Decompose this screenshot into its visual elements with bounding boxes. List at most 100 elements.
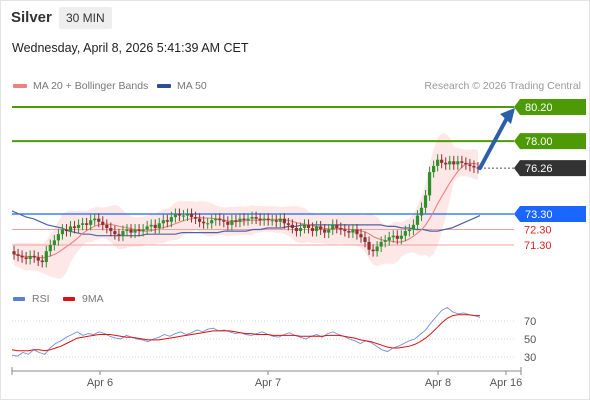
candle xyxy=(391,230,395,243)
x-tick-label: Apr 16 xyxy=(490,377,522,389)
candle xyxy=(415,210,420,231)
symbol-title: Silver xyxy=(11,9,52,26)
candle xyxy=(343,224,347,237)
candle xyxy=(193,211,198,225)
candle xyxy=(262,213,266,226)
candle xyxy=(72,220,77,234)
candle xyxy=(270,214,274,226)
candle xyxy=(198,213,202,228)
candle xyxy=(222,214,226,228)
candle xyxy=(472,160,476,173)
x-tick-label: Apr 7 xyxy=(255,377,281,389)
svg-text:73.30: 73.30 xyxy=(525,209,553,221)
x-tick-label: Apr 8 xyxy=(425,377,451,389)
candle xyxy=(149,219,153,232)
legend-swatch-ma50 xyxy=(157,84,171,89)
candle xyxy=(125,224,129,237)
candle xyxy=(282,213,286,229)
candle xyxy=(306,219,311,234)
ma50-line xyxy=(11,210,481,237)
legend-label-bollinger: MA 20 + Bollinger Bands xyxy=(33,80,149,92)
candle xyxy=(407,224,411,237)
candle xyxy=(68,220,73,237)
candle xyxy=(464,157,468,170)
datetime-label: Wednesday, April 8, 2026 5:41:39 AM CET xyxy=(12,41,249,55)
rsi-tick-30: 30 xyxy=(524,352,536,364)
candle xyxy=(44,245,48,268)
bollinger-fill xyxy=(14,133,478,279)
candle xyxy=(121,225,125,242)
candle xyxy=(20,250,24,263)
candle xyxy=(387,231,391,246)
candle xyxy=(367,236,371,256)
candle xyxy=(101,216,105,231)
candle xyxy=(206,217,210,229)
candle xyxy=(177,208,182,221)
timeframe-selector[interactable]: 30 MIN xyxy=(59,7,112,29)
moving-averages xyxy=(11,162,481,259)
x-axis: Apr 6 Apr 7 Apr 8 Apr 16 xyxy=(11,367,522,389)
candle xyxy=(379,236,383,252)
candle xyxy=(97,213,101,228)
candle xyxy=(218,213,222,226)
candle xyxy=(456,155,460,170)
candle xyxy=(137,224,141,237)
forecast-arrow xyxy=(478,108,515,171)
candle xyxy=(133,224,137,239)
candle xyxy=(319,220,323,235)
candle xyxy=(302,219,307,234)
candle xyxy=(383,234,387,248)
candle xyxy=(48,239,52,257)
copyright-label: Research © 2026 Trading Central xyxy=(424,80,581,92)
candle xyxy=(339,222,343,235)
candle xyxy=(238,213,242,228)
candle xyxy=(452,155,456,170)
candle xyxy=(363,231,367,248)
candle xyxy=(113,225,117,240)
candle xyxy=(246,213,250,226)
candle xyxy=(399,230,403,245)
candle xyxy=(226,216,230,231)
candle xyxy=(145,220,149,235)
candle xyxy=(16,248,20,262)
candle xyxy=(202,216,206,229)
candle xyxy=(290,219,294,234)
candle xyxy=(242,213,246,226)
svg-text:80.20: 80.20 xyxy=(525,102,553,114)
candle xyxy=(315,220,319,237)
candle xyxy=(351,224,355,239)
candle xyxy=(181,210,186,221)
candle xyxy=(36,251,40,266)
candle xyxy=(278,213,282,228)
candle xyxy=(375,241,379,257)
level-tags: 80.20 78.00 76.26 73.30 72.30 71.30 xyxy=(514,99,586,252)
candles xyxy=(12,154,480,268)
candle xyxy=(444,157,448,170)
candle xyxy=(85,217,89,231)
candle xyxy=(234,214,238,228)
candle xyxy=(189,208,194,223)
candle xyxy=(347,225,351,239)
candle xyxy=(185,208,190,221)
legend-label-rsi9: 9MA xyxy=(82,293,104,305)
legend-item-ma50: MA 50 xyxy=(157,80,207,92)
candle xyxy=(210,214,214,229)
candle xyxy=(411,219,416,235)
candle xyxy=(153,219,157,234)
candle xyxy=(427,166,432,201)
rsi-panel: 70 50 30 xyxy=(11,306,536,364)
candle xyxy=(294,222,299,237)
candle xyxy=(230,214,234,231)
candle xyxy=(109,222,113,237)
rsi-tick-70: 70 xyxy=(524,316,536,328)
candle xyxy=(254,211,258,225)
candle xyxy=(298,222,303,237)
candle xyxy=(355,224,359,240)
candle xyxy=(436,154,440,172)
candle xyxy=(310,222,315,237)
level-tag-80.20: 80.20 xyxy=(514,99,586,115)
candle xyxy=(157,217,161,234)
candle xyxy=(323,224,327,239)
candle xyxy=(12,245,16,260)
